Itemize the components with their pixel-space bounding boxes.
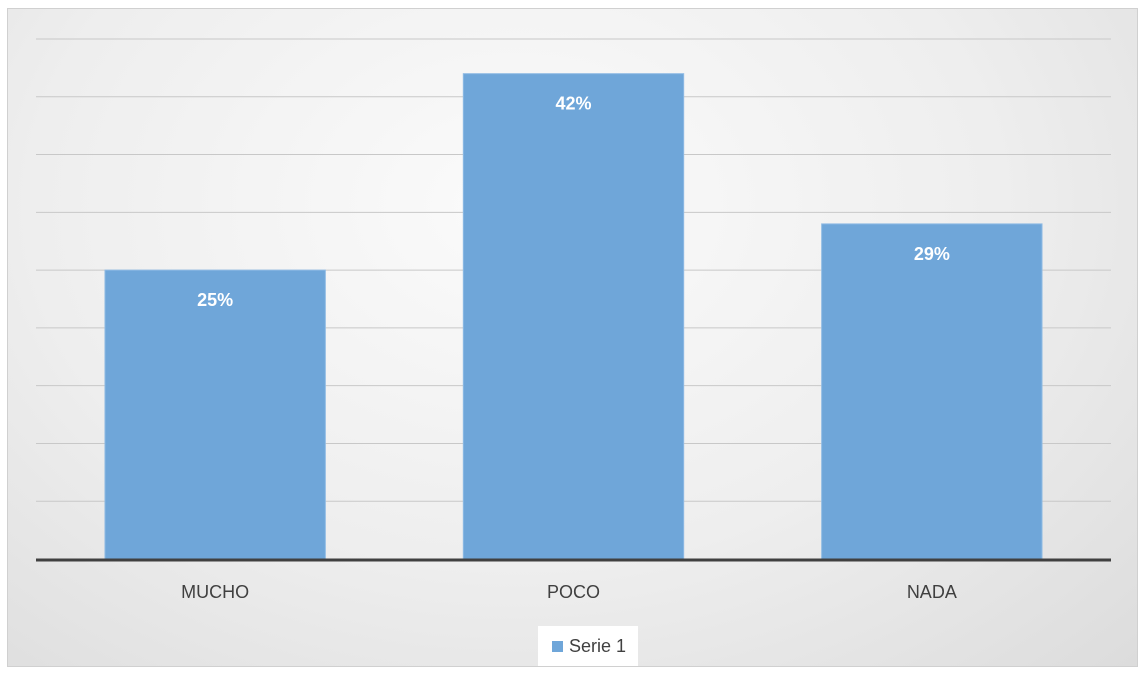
x-tick-label-poco: POCO <box>547 582 600 602</box>
bar-mucho <box>104 269 326 560</box>
legend-label: Serie 1 <box>569 635 627 656</box>
x-tick-label-nada: NADA <box>907 582 957 602</box>
legend-swatch <box>552 640 563 652</box>
bar-poco <box>462 73 685 560</box>
bar-chart-plot: 25% MUCHO 42% POCO 29% NADA <box>36 38 1111 602</box>
data-label-mucho: 25% <box>197 290 233 310</box>
legend: Serie 1 <box>538 626 639 666</box>
chart-area: 25% MUCHO 42% POCO 29% NADA Serie 1 <box>7 8 1138 667</box>
data-label-poco: 42% <box>555 94 591 114</box>
bar-nada <box>821 223 1043 560</box>
x-tick-label-mucho: MUCHO <box>181 582 249 602</box>
data-label-nada: 29% <box>914 244 950 264</box>
